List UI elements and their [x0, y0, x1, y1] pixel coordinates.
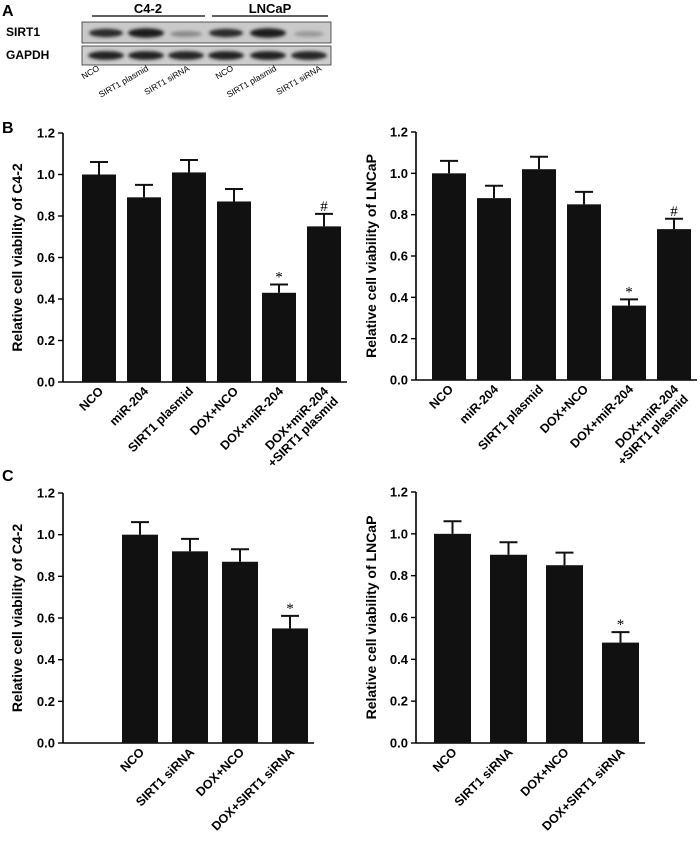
band-gapdh-lane2: [128, 51, 164, 60]
lane-label-4: NCO: [214, 63, 236, 81]
lane-label-6: SIRT1 siRNA: [274, 63, 323, 97]
bar: [127, 197, 161, 382]
bar: [272, 628, 308, 743]
y-tick-label: 0.6: [37, 250, 55, 265]
x-tick-label: SIRT1 siRNA: [452, 745, 516, 809]
y-tick-label: 1.0: [390, 166, 408, 181]
lane-label-2: SIRT1 plasmid: [97, 63, 150, 100]
significance-marker: *: [617, 617, 625, 633]
y-axis-label: Relative cell viability of LNCaP: [363, 516, 379, 720]
y-tick-label: 0.4: [390, 290, 409, 305]
significance-marker: *: [625, 284, 633, 300]
band-sirt1-lane4: [209, 28, 243, 38]
group-label-lncap: LNCaP: [249, 1, 292, 16]
x-tick-label: miR-204: [107, 384, 151, 428]
y-tick-label: 0.8: [390, 207, 408, 222]
y-tick-label: 0.0: [37, 736, 55, 751]
y-tick-label: 0.6: [390, 249, 408, 264]
y-tick-label: 0.2: [37, 333, 55, 348]
y-tick-label: 1.2: [390, 485, 408, 500]
y-tick-label: 0.4: [37, 652, 56, 667]
y-axis-label: Relative cell viability of C4-2: [9, 524, 25, 713]
significance-marker: #: [320, 199, 328, 215]
bar: [172, 172, 206, 382]
y-tick-label: 0.2: [37, 694, 55, 709]
y-axis-label: Relative cell viability of C4-2: [9, 163, 25, 352]
group-label-c4-2: C4-2: [134, 1, 162, 16]
band-sirt1-lane6: [294, 31, 324, 37]
x-tick-label: NCO: [430, 745, 460, 775]
band-gapdh-lane3: [168, 51, 204, 60]
band-gapdh-lane4: [208, 51, 244, 60]
bar: [307, 226, 341, 382]
band-sirt1-lane2: [128, 28, 164, 38]
y-tick-label: 0.6: [37, 611, 55, 626]
x-tick-label: DOX+NCO: [518, 745, 572, 799]
band-gapdh-lane1: [88, 51, 124, 60]
y-tick-label: 0.2: [390, 331, 408, 346]
bar: [602, 642, 639, 743]
band-gapdh-lane6: [291, 51, 327, 60]
y-tick-label: 0.8: [37, 569, 55, 584]
bar: [222, 561, 258, 743]
chart-b-c4-2: 0.0 0.2 0.4 0.6 0.8 1.0 1.2 Relative cell viabi…: [9, 126, 347, 470]
significance-marker: *: [286, 601, 294, 617]
chart-b-lncap: 0.0 0.2 0.4 0.6 0.8 1.0 1.2 Relative cell viabi…: [363, 125, 697, 468]
y-tick-label: 0.4: [37, 292, 56, 307]
x-tick-label: DOX+NCO: [193, 745, 247, 799]
bar: [434, 533, 471, 743]
y-tick-label: 0.0: [37, 375, 55, 390]
bar: [546, 565, 583, 743]
y-tick-label: 0.0: [390, 736, 408, 751]
x-tick-label: NCO: [118, 745, 148, 775]
bar: [522, 169, 556, 380]
lane-label-1: NCO: [80, 63, 102, 81]
y-tick-label: 0.4: [390, 652, 409, 667]
band-sirt1-lane1: [89, 28, 123, 38]
bar: [657, 229, 691, 380]
significance-marker: *: [275, 269, 283, 285]
y-tick-label: 1.0: [37, 167, 55, 182]
y-tick-label: 0.8: [390, 568, 408, 583]
bar: [217, 201, 251, 382]
y-tick-label: 0.0: [390, 373, 408, 388]
bar: [612, 305, 646, 380]
bar: [477, 198, 511, 380]
bar: [172, 551, 208, 743]
band-sirt1-lane5: [250, 28, 286, 38]
blot-strip-gapdh: [81, 45, 332, 66]
y-tick-label: 1.2: [390, 125, 408, 140]
lane-label-3: SIRT1 siRNA: [142, 63, 191, 97]
panel-letter-a: A: [2, 3, 14, 20]
y-tick-label: 1.2: [37, 486, 55, 501]
chart-c-lncap: 0.0 0.2 0.4 0.6 0.8 1.0 1.2 Relative cell viabi…: [363, 485, 645, 833]
panel-letter-b: B: [2, 120, 14, 137]
band-sirt1-lane3: [170, 31, 202, 37]
bar: [567, 204, 601, 380]
x-tick-label: DOX+SIRT1 siRNA: [209, 745, 297, 833]
y-tick-label: 0.8: [37, 209, 55, 224]
significance-marker: #: [670, 204, 678, 220]
row-label-sirt1: SIRT1: [6, 25, 40, 39]
chart-c-c4-2: 0.0 0.2 0.4 0.6 0.8 1.0 1.2 Relative cell viabi…: [9, 486, 314, 833]
y-tick-label: 0.2: [390, 694, 408, 709]
y-axis-label: Relative cell viability of LNCaP: [363, 154, 379, 358]
bar: [490, 554, 527, 743]
y-tick-label: 0.6: [390, 610, 408, 625]
western-blot: C4-2 LNCaP SIRT1 GAPDH NCO SIRT1 plasmid…: [6, 1, 332, 100]
bar: [432, 173, 466, 380]
bar: [262, 292, 296, 382]
band-gapdh-lane5: [250, 51, 286, 60]
row-label-gapdh: GAPDH: [6, 48, 49, 62]
y-tick-label: 1.2: [37, 126, 55, 141]
y-tick-label: 1.0: [37, 527, 55, 542]
bar: [82, 174, 116, 382]
x-tick-label: NCO: [77, 384, 107, 414]
y-tick-label: 1.0: [390, 526, 408, 541]
bar: [122, 534, 158, 743]
panel-letter-c: C: [2, 468, 14, 485]
x-tick-label: miR-204: [457, 382, 501, 426]
x-tick-label: NCO: [427, 382, 457, 412]
